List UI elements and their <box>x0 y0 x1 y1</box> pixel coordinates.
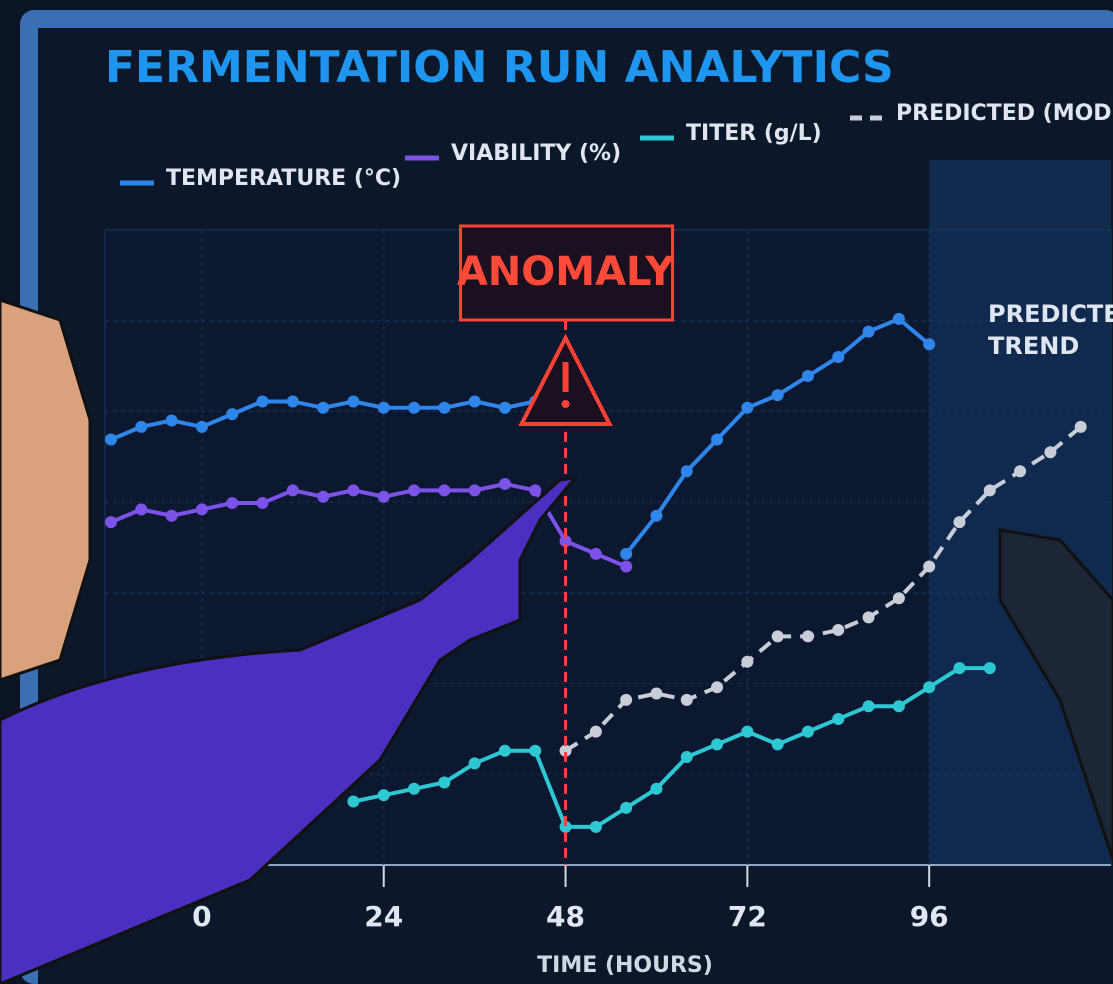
point <box>226 497 238 509</box>
point <box>196 421 208 433</box>
point <box>347 796 359 808</box>
legend-label: VIABILITY (%) <box>451 141 621 166</box>
point <box>863 326 875 338</box>
point <box>832 713 844 725</box>
point <box>832 351 844 363</box>
chart-title: FERMENTATION RUN ANALYTICS <box>105 42 894 93</box>
point <box>438 776 450 788</box>
point <box>953 662 965 674</box>
point <box>650 510 662 522</box>
point <box>287 484 299 496</box>
point <box>681 694 693 706</box>
point <box>347 395 359 407</box>
warning-mark <box>563 362 569 392</box>
point <box>469 484 481 496</box>
point <box>166 415 178 427</box>
legend-label: TEMPERATURE (°C) <box>166 166 401 191</box>
x-tick-label: 48 <box>546 900 585 933</box>
point <box>166 510 178 522</box>
point <box>863 700 875 712</box>
point <box>650 688 662 700</box>
point <box>953 516 965 528</box>
point <box>1075 421 1087 433</box>
anomaly-label: ANOMALY <box>457 249 675 295</box>
point <box>257 395 269 407</box>
point <box>832 624 844 636</box>
point <box>802 370 814 382</box>
screen: FERMENTATION RUN ANALYTICS TEMPERATURE (… <box>0 0 1113 984</box>
point <box>1014 465 1026 477</box>
point <box>529 745 541 757</box>
point <box>802 630 814 642</box>
point <box>499 402 511 414</box>
point <box>196 503 208 515</box>
warning-dot <box>562 400 570 408</box>
point <box>741 402 753 414</box>
point <box>590 821 602 833</box>
point <box>226 408 238 420</box>
point <box>135 421 147 433</box>
point <box>923 338 935 350</box>
point <box>438 402 450 414</box>
point <box>711 738 723 750</box>
point <box>347 484 359 496</box>
point <box>984 662 996 674</box>
point <box>650 783 662 795</box>
point <box>469 757 481 769</box>
point <box>893 592 905 604</box>
forecast-label: PREDICTED TREND <box>988 298 1108 362</box>
point <box>1044 446 1056 458</box>
point <box>802 726 814 738</box>
point <box>711 434 723 446</box>
point <box>620 561 632 573</box>
point <box>529 484 541 496</box>
point <box>438 484 450 496</box>
point <box>681 465 693 477</box>
point <box>711 681 723 693</box>
legend-label: TITER (g/L) <box>686 121 822 146</box>
point <box>287 395 299 407</box>
point <box>499 745 511 757</box>
point <box>741 656 753 668</box>
point <box>408 783 420 795</box>
x-tick-label: 96 <box>910 900 949 933</box>
point <box>681 751 693 763</box>
point <box>378 402 390 414</box>
x-axis-label: TIME (HOURS) <box>537 953 713 978</box>
point <box>317 402 329 414</box>
point <box>772 389 784 401</box>
point <box>893 700 905 712</box>
point <box>105 516 117 528</box>
point <box>590 548 602 560</box>
point <box>590 726 602 738</box>
point <box>408 484 420 496</box>
point <box>893 313 905 325</box>
point <box>923 681 935 693</box>
point <box>863 611 875 623</box>
point <box>620 694 632 706</box>
point <box>984 484 996 496</box>
point <box>469 395 481 407</box>
point <box>378 491 390 503</box>
point <box>923 561 935 573</box>
point <box>105 434 117 446</box>
point <box>135 503 147 515</box>
point <box>257 497 269 509</box>
point <box>408 402 420 414</box>
chart: FERMENTATION RUN ANALYTICS TEMPERATURE (… <box>0 0 1113 984</box>
point <box>317 491 329 503</box>
point <box>499 478 511 490</box>
point <box>378 789 390 801</box>
point <box>620 802 632 814</box>
point <box>741 726 753 738</box>
x-tick-label: 72 <box>728 900 767 933</box>
point <box>772 738 784 750</box>
x-tick-label: 0 <box>192 900 211 933</box>
x-tick-label: 24 <box>364 900 403 933</box>
point <box>620 548 632 560</box>
legend-label: PREDICTED (MODEL) <box>896 101 1113 126</box>
point <box>772 630 784 642</box>
